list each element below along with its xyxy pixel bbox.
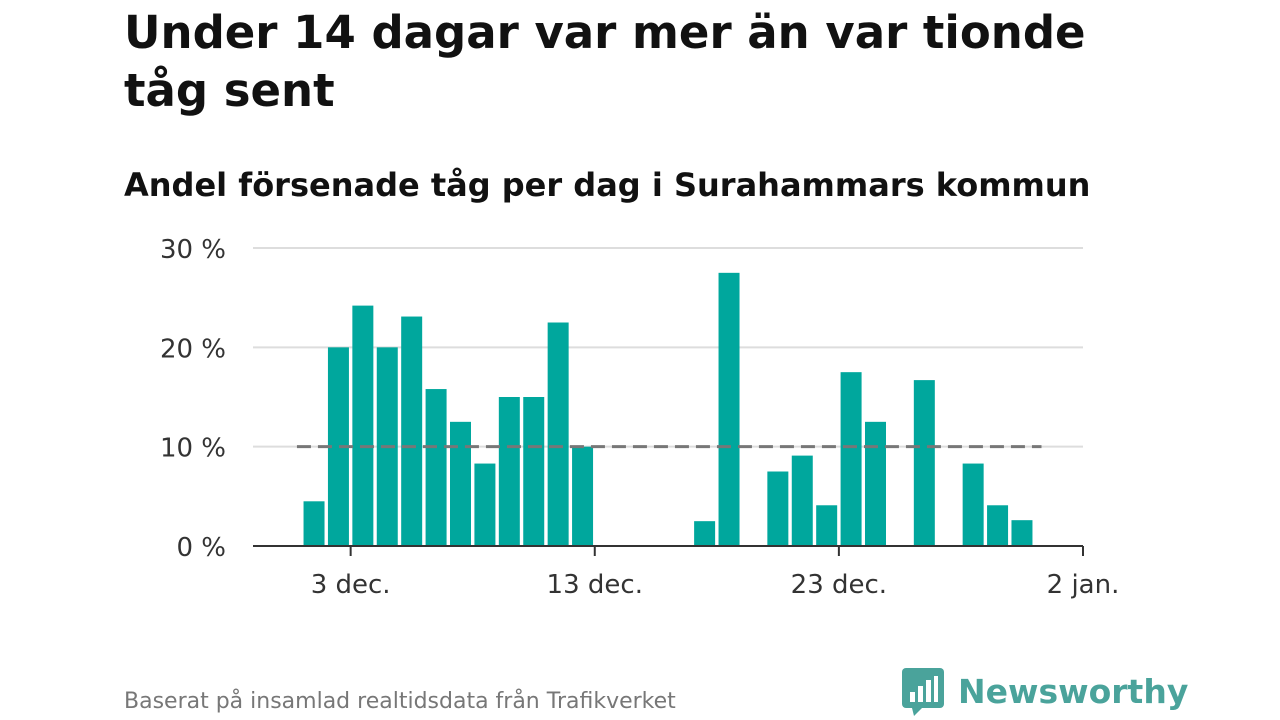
y-tick-label: 10 % xyxy=(160,434,226,464)
chart-subtitle: Andel försenade tåg per dag i Surahammar… xyxy=(124,166,1091,204)
bar-chart: 0 % 10 % 20 % 30 % 3 dec. 13 dec. 23 dec. 2 jan… xyxy=(160,235,1120,600)
y-tick-label: 0 % xyxy=(176,533,226,563)
brand-logo: Newsworthy xyxy=(902,668,1188,716)
x-tick-label: 2 jan. xyxy=(1047,570,1120,600)
bar xyxy=(840,372,862,546)
bar xyxy=(767,471,789,546)
bar xyxy=(816,505,838,546)
chart-title: Under 14 dagar var mer än var tionde tåg… xyxy=(124,6,1086,117)
bar xyxy=(572,446,594,546)
newsworthy-logo-icon xyxy=(902,668,944,716)
y-tick-label: 30 % xyxy=(160,235,226,265)
bar xyxy=(987,505,1009,546)
x-tick-label: 13 dec. xyxy=(547,570,643,600)
bar xyxy=(352,305,374,546)
x-tick-label: 23 dec. xyxy=(791,570,887,600)
bar xyxy=(791,455,813,546)
bar xyxy=(523,397,545,546)
bar xyxy=(718,272,740,546)
brand-name: Newsworthy xyxy=(958,672,1189,711)
bar xyxy=(327,347,349,546)
bar xyxy=(913,380,935,546)
source-note: Baserat på insamlad realtidsdata från Tr… xyxy=(124,689,676,714)
bar xyxy=(865,421,886,546)
bar xyxy=(498,397,520,546)
bar xyxy=(401,316,423,546)
bar xyxy=(474,463,496,546)
bar xyxy=(425,389,447,546)
bar xyxy=(694,521,716,546)
bar xyxy=(450,421,471,546)
bar xyxy=(1011,520,1033,546)
x-tick-label: 3 dec. xyxy=(311,570,391,600)
bar xyxy=(547,322,569,546)
bar xyxy=(303,501,325,546)
y-tick-label: 20 % xyxy=(160,334,226,364)
bar xyxy=(962,463,984,546)
